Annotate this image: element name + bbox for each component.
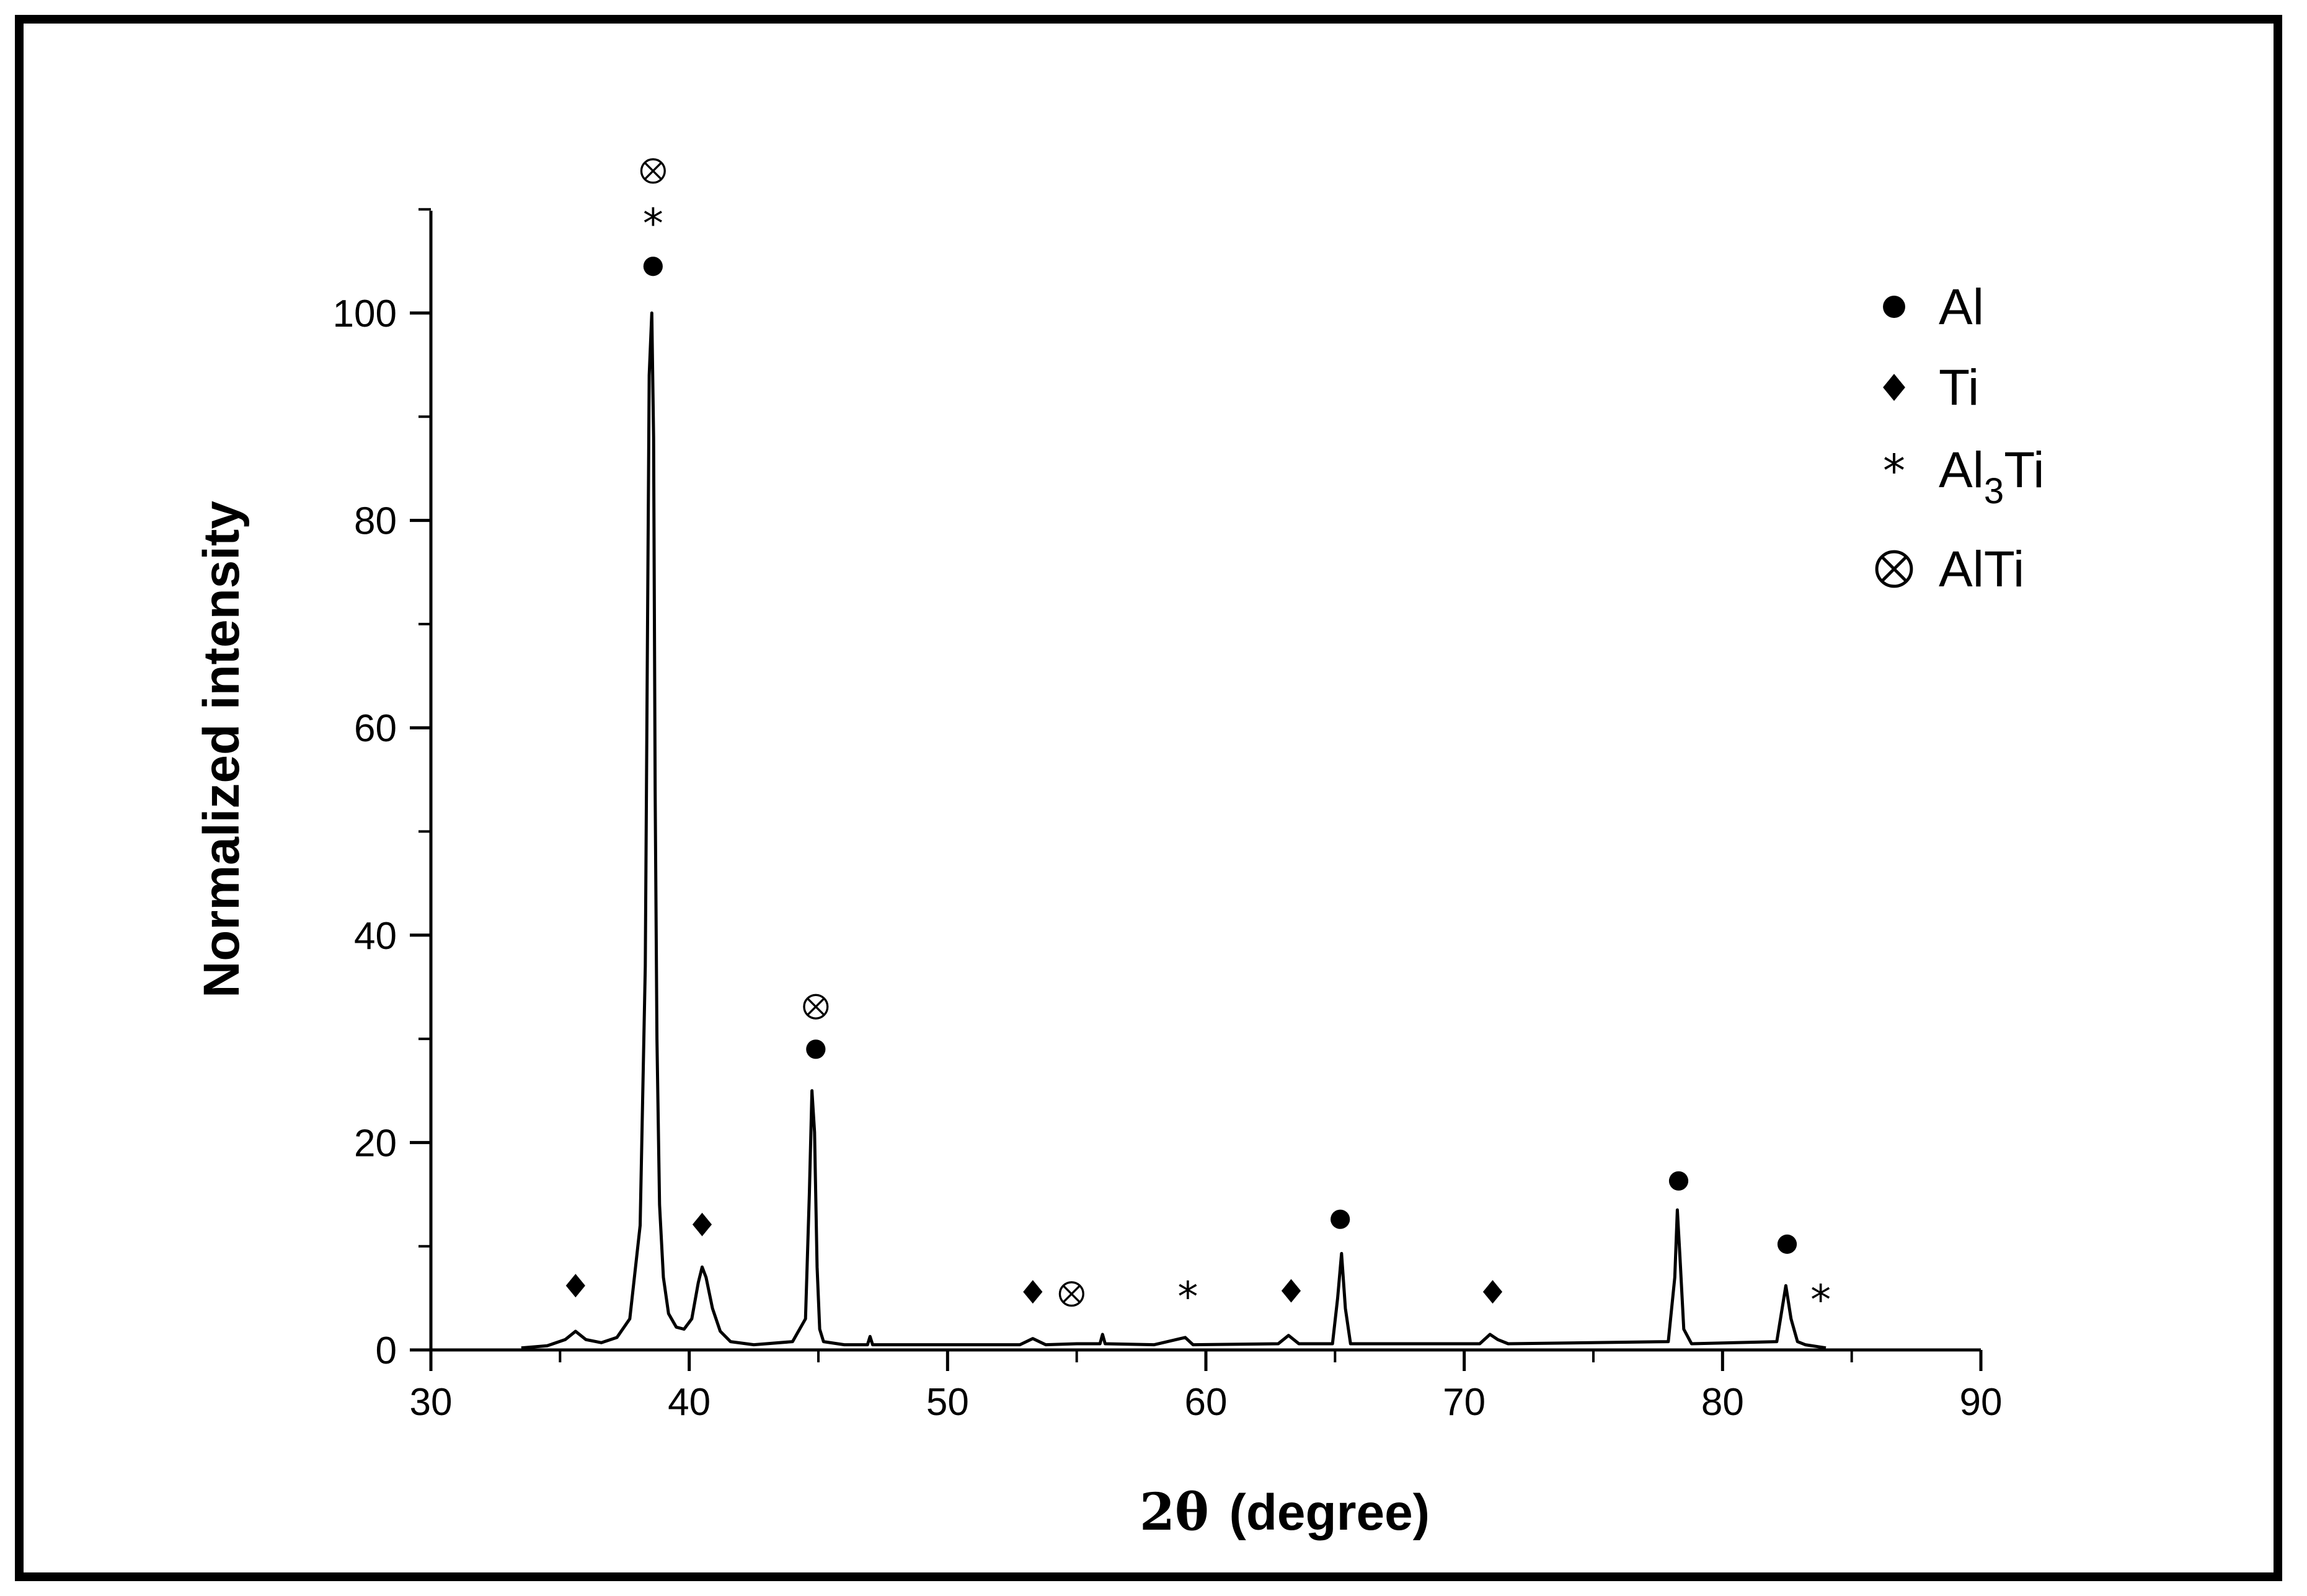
peak-marker-circle (1777, 1234, 1797, 1254)
peak-marker-circle (806, 1039, 826, 1059)
y-tick-label: 20 (354, 1122, 397, 1165)
x-axis-title: 2θ (degree) (1140, 1483, 1430, 1542)
peak-marker-asterisk: * (1810, 1276, 1831, 1324)
legend-label: Al (1939, 279, 1984, 335)
x-axis-title-unit: (degree) (1229, 1484, 1430, 1541)
x-tick-label: 40 (668, 1381, 711, 1424)
legend-symbol-otimes (1875, 550, 1913, 588)
legend-label: Ti (1939, 359, 1979, 416)
legend-item-ti: Ti (1883, 359, 1979, 416)
axes: 30 40 50 60 70 80 90 0 20 40 60 80 100 (333, 208, 2003, 1424)
peak-marker-diamond (692, 1212, 712, 1237)
legend-item-al: Al (1883, 279, 1984, 335)
peak-marker-circle (1668, 1171, 1689, 1191)
xrd-pattern-line (521, 311, 1827, 1350)
x-tick-label: 70 (1443, 1381, 1486, 1424)
x-tick-label: 50 (926, 1381, 969, 1424)
legend-symbol-diamond (1883, 374, 1905, 401)
peak-marker-asterisk: * (1177, 1273, 1198, 1321)
x-tick-label: 80 (1701, 1381, 1744, 1424)
legend-item-alti: AlTi (1875, 541, 2024, 597)
peak-marker-circle (643, 257, 663, 276)
x-tick-label: 60 (1185, 1381, 1228, 1424)
legend-item-al3ti: * Al3Ti (1883, 442, 2044, 511)
legend-label: AlTi (1939, 541, 2024, 597)
peak-marker-otimes (803, 994, 829, 1020)
y-tick-label: 100 (333, 293, 397, 335)
peak-marker-asterisk: * (643, 200, 663, 248)
y-tick-label: 0 (376, 1329, 397, 1372)
y-tick-label: 80 (354, 500, 397, 543)
x-tick-label: 90 (1960, 1381, 2003, 1424)
x-axis-title-symbol: 2θ (1140, 1483, 1209, 1542)
peak-marker-diamond (1281, 1279, 1301, 1303)
x-tick-label: 30 (410, 1381, 453, 1424)
peak-marker-otimes (640, 158, 666, 184)
peak-marker-otimes (1058, 1281, 1084, 1307)
peak-annotations: * * * (565, 158, 1831, 1324)
legend-symbol-circle (1883, 296, 1905, 318)
peak-marker-diamond (1023, 1280, 1043, 1304)
y-axis-title: Normalized intensity (193, 501, 250, 998)
peak-marker-diamond (565, 1274, 585, 1298)
y-tick-label: 60 (354, 707, 397, 750)
y-tick-label: 40 (354, 915, 397, 958)
legend-label: Al3Ti (1939, 442, 2044, 511)
legend-symbol-asterisk: * (1883, 444, 1905, 496)
peak-marker-circle (1331, 1209, 1350, 1229)
figure-frame (15, 15, 2282, 1581)
peak-marker-diamond (1482, 1280, 1503, 1304)
